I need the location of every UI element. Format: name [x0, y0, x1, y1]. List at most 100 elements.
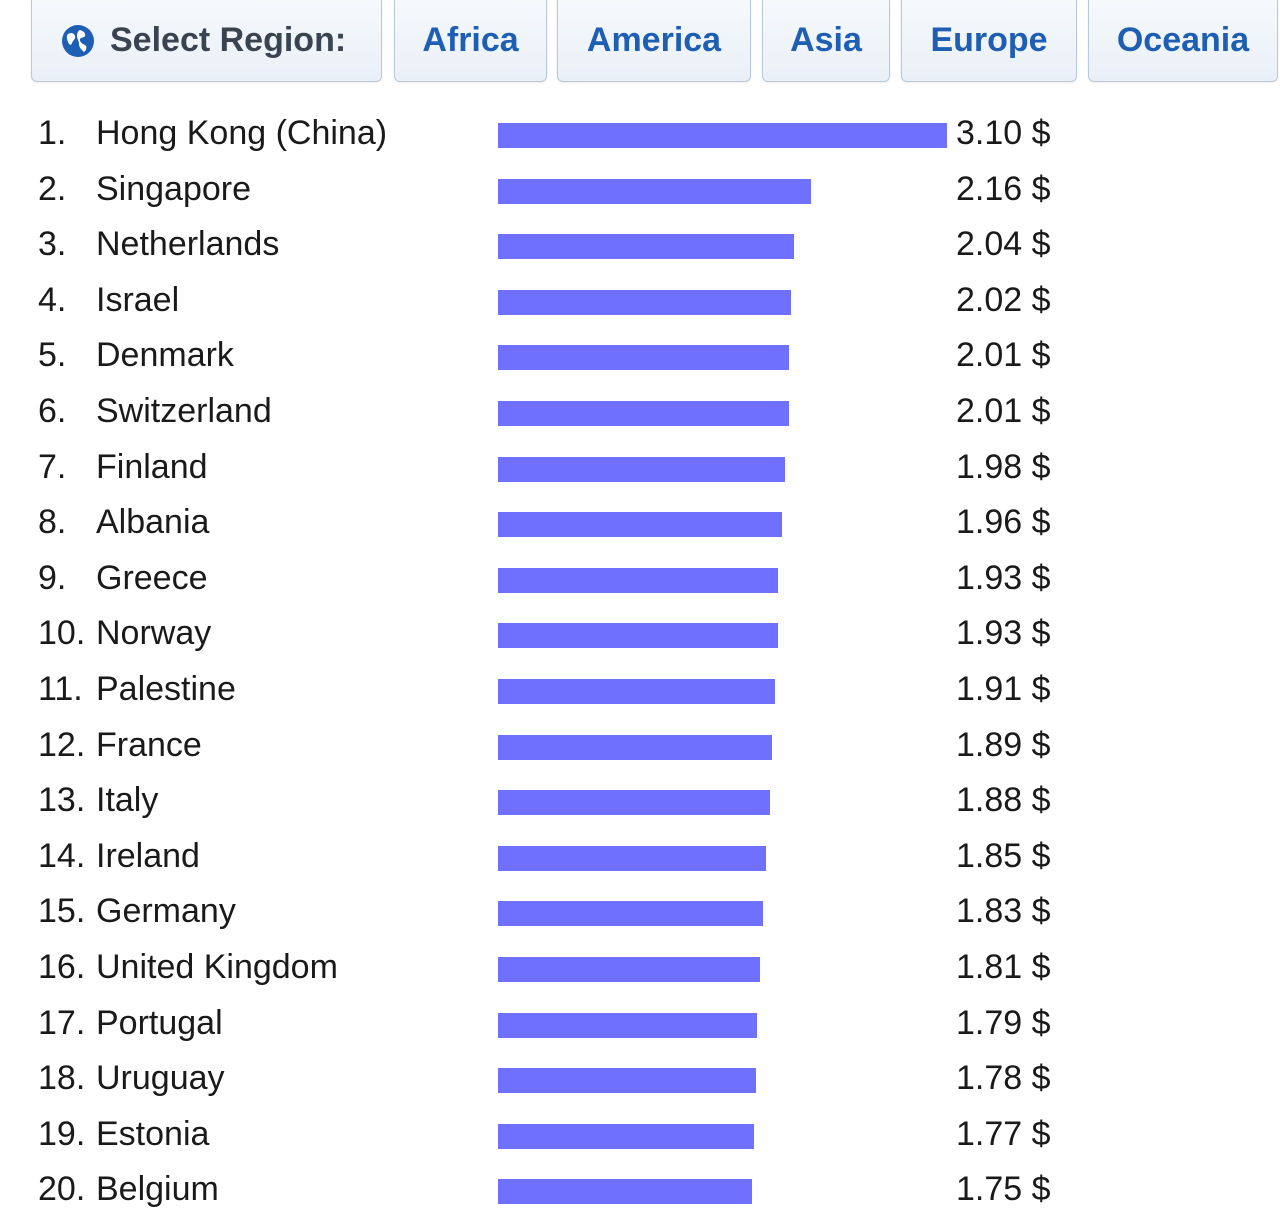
- value-label: 1.85 $: [956, 836, 1051, 875]
- ranking-row: 17. Portugal 1.79 $: [0, 998, 1280, 1054]
- region-oceania-button[interactable]: Oceania: [1088, 0, 1278, 82]
- ranking-row: 7. Finland 1.98 $: [0, 442, 1280, 498]
- region-america-label: America: [586, 21, 722, 59]
- rank-number: 18.: [38, 1059, 86, 1098]
- value-label: 2.16 $: [956, 169, 1051, 208]
- rank-number: 15.: [38, 892, 86, 931]
- ranking-row: 4. Israel 2.02 $: [0, 275, 1280, 331]
- country-name: United Kingdom: [96, 948, 338, 986]
- rank-number: 16.: [38, 948, 86, 986]
- value-bar: [498, 901, 764, 927]
- value-label: 1.89 $: [956, 725, 1051, 764]
- value-label: 2.02 $: [956, 280, 1051, 319]
- value-label: 1.98 $: [956, 447, 1051, 486]
- region-africa-label: Africa: [422, 21, 519, 59]
- value-bar: [498, 623, 778, 649]
- rank-number: 10.: [38, 614, 86, 653]
- country-name: Albania: [96, 503, 210, 542]
- rank-number: 3.: [38, 225, 67, 264]
- value-label: 1.93 $: [956, 614, 1051, 653]
- ranking-row: 19. Estonia 1.77 $: [0, 1109, 1280, 1165]
- country-name: Hong Kong (China): [96, 114, 388, 152]
- value-bar: [498, 567, 778, 593]
- country-name: Belgium: [96, 1170, 219, 1209]
- rank-number: 8.: [38, 503, 67, 542]
- rank-number: 11.: [38, 670, 83, 708]
- globe-icon: [60, 23, 96, 59]
- value-bar: [498, 123, 947, 148]
- rank-number: 13.: [38, 781, 86, 820]
- rank-number: 2.: [38, 169, 67, 208]
- country-name: Portugal: [96, 1003, 223, 1042]
- value-label: 2.01 $: [956, 392, 1051, 430]
- value-label: 1.96 $: [956, 503, 1051, 542]
- rank-number: 1.: [38, 114, 67, 152]
- ranking-row: 1. Hong Kong (China) 3.10 $: [0, 108, 1280, 164]
- rank-number: 4.: [38, 280, 67, 319]
- value-label: 1.75 $: [956, 1170, 1051, 1209]
- ranking-row: 11. Palestine 1.91 $: [0, 664, 1280, 720]
- value-label: 1.81 $: [956, 948, 1051, 986]
- rank-number: 9.: [38, 558, 67, 597]
- country-name: Palestine: [96, 670, 236, 708]
- region-europe-label: Europe: [930, 21, 1048, 59]
- ranking-row: 20. Belgium 1.75 $: [0, 1164, 1280, 1220]
- country-name: Ireland: [96, 836, 200, 875]
- value-label: 2.01 $: [956, 336, 1051, 375]
- ranking-row: 15. Germany 1.83 $: [0, 886, 1280, 942]
- country-name: Denmark: [96, 336, 234, 375]
- ranking-row: 14. Ireland 1.85 $: [0, 831, 1280, 887]
- region-america-button[interactable]: America: [557, 0, 751, 82]
- country-name: Netherlands: [96, 225, 280, 264]
- ranking-row: 5. Denmark 2.01 $: [0, 330, 1280, 386]
- value-label: 1.91 $: [956, 670, 1051, 708]
- country-name: Germany: [96, 892, 236, 931]
- value-bar: [498, 845, 766, 871]
- rank-number: 19.: [38, 1114, 86, 1153]
- value-bar: [498, 1123, 755, 1149]
- ranking-row: 8. Albania 1.96 $: [0, 497, 1280, 553]
- value-bar: [498, 345, 790, 371]
- ranking-row: 10. Norway 1.93 $: [0, 608, 1280, 664]
- country-name: Switzerland: [96, 392, 272, 430]
- ranking-row: 18. Uruguay 1.78 $: [0, 1053, 1280, 1109]
- value-bar: [498, 790, 771, 816]
- value-bar: [498, 456, 785, 482]
- rank-number: 7.: [38, 447, 67, 486]
- value-label: 3.10 $: [956, 114, 1051, 152]
- value-label: 2.04 $: [956, 225, 1051, 264]
- value-bar: [498, 401, 790, 426]
- country-name: Finland: [96, 447, 208, 486]
- country-name: Israel: [96, 280, 180, 319]
- ranking-row: 12. France 1.89 $: [0, 720, 1280, 776]
- value-label: 1.83 $: [956, 892, 1051, 931]
- ranking-row: 9. Greece 1.93 $: [0, 553, 1280, 609]
- rank-number: 14.: [38, 836, 86, 875]
- value-bar: [498, 1179, 752, 1205]
- value-bar: [498, 234, 794, 260]
- select-region-text: Select Region:: [110, 21, 347, 59]
- value-label: 1.77 $: [956, 1114, 1051, 1153]
- country-name: Norway: [96, 614, 212, 653]
- country-name: France: [96, 725, 202, 764]
- country-name: Estonia: [96, 1114, 210, 1153]
- value-label: 1.78 $: [956, 1059, 1051, 1098]
- country-name: Greece: [96, 558, 208, 597]
- region-africa-button[interactable]: Africa: [394, 0, 547, 82]
- value-label: 1.88 $: [956, 781, 1051, 820]
- country-name: Uruguay: [96, 1059, 225, 1098]
- rank-number: 6.: [38, 392, 67, 430]
- region-europe-button[interactable]: Europe: [901, 0, 1077, 82]
- ranking-row: 6. Switzerland 2.01 $: [0, 386, 1280, 442]
- value-bar: [498, 512, 782, 538]
- region-asia-label: Asia: [790, 21, 862, 59]
- value-label: 1.93 $: [956, 558, 1051, 597]
- rank-number: 5.: [38, 336, 67, 375]
- select-region-label: Select Region:: [31, 0, 382, 82]
- value-label: 1.79 $: [956, 1003, 1051, 1042]
- value-bar: [498, 734, 772, 760]
- region-asia-button[interactable]: Asia: [762, 0, 890, 82]
- rank-number: 12.: [38, 725, 86, 764]
- country-name: Italy: [96, 781, 159, 820]
- value-bar: [498, 289, 791, 315]
